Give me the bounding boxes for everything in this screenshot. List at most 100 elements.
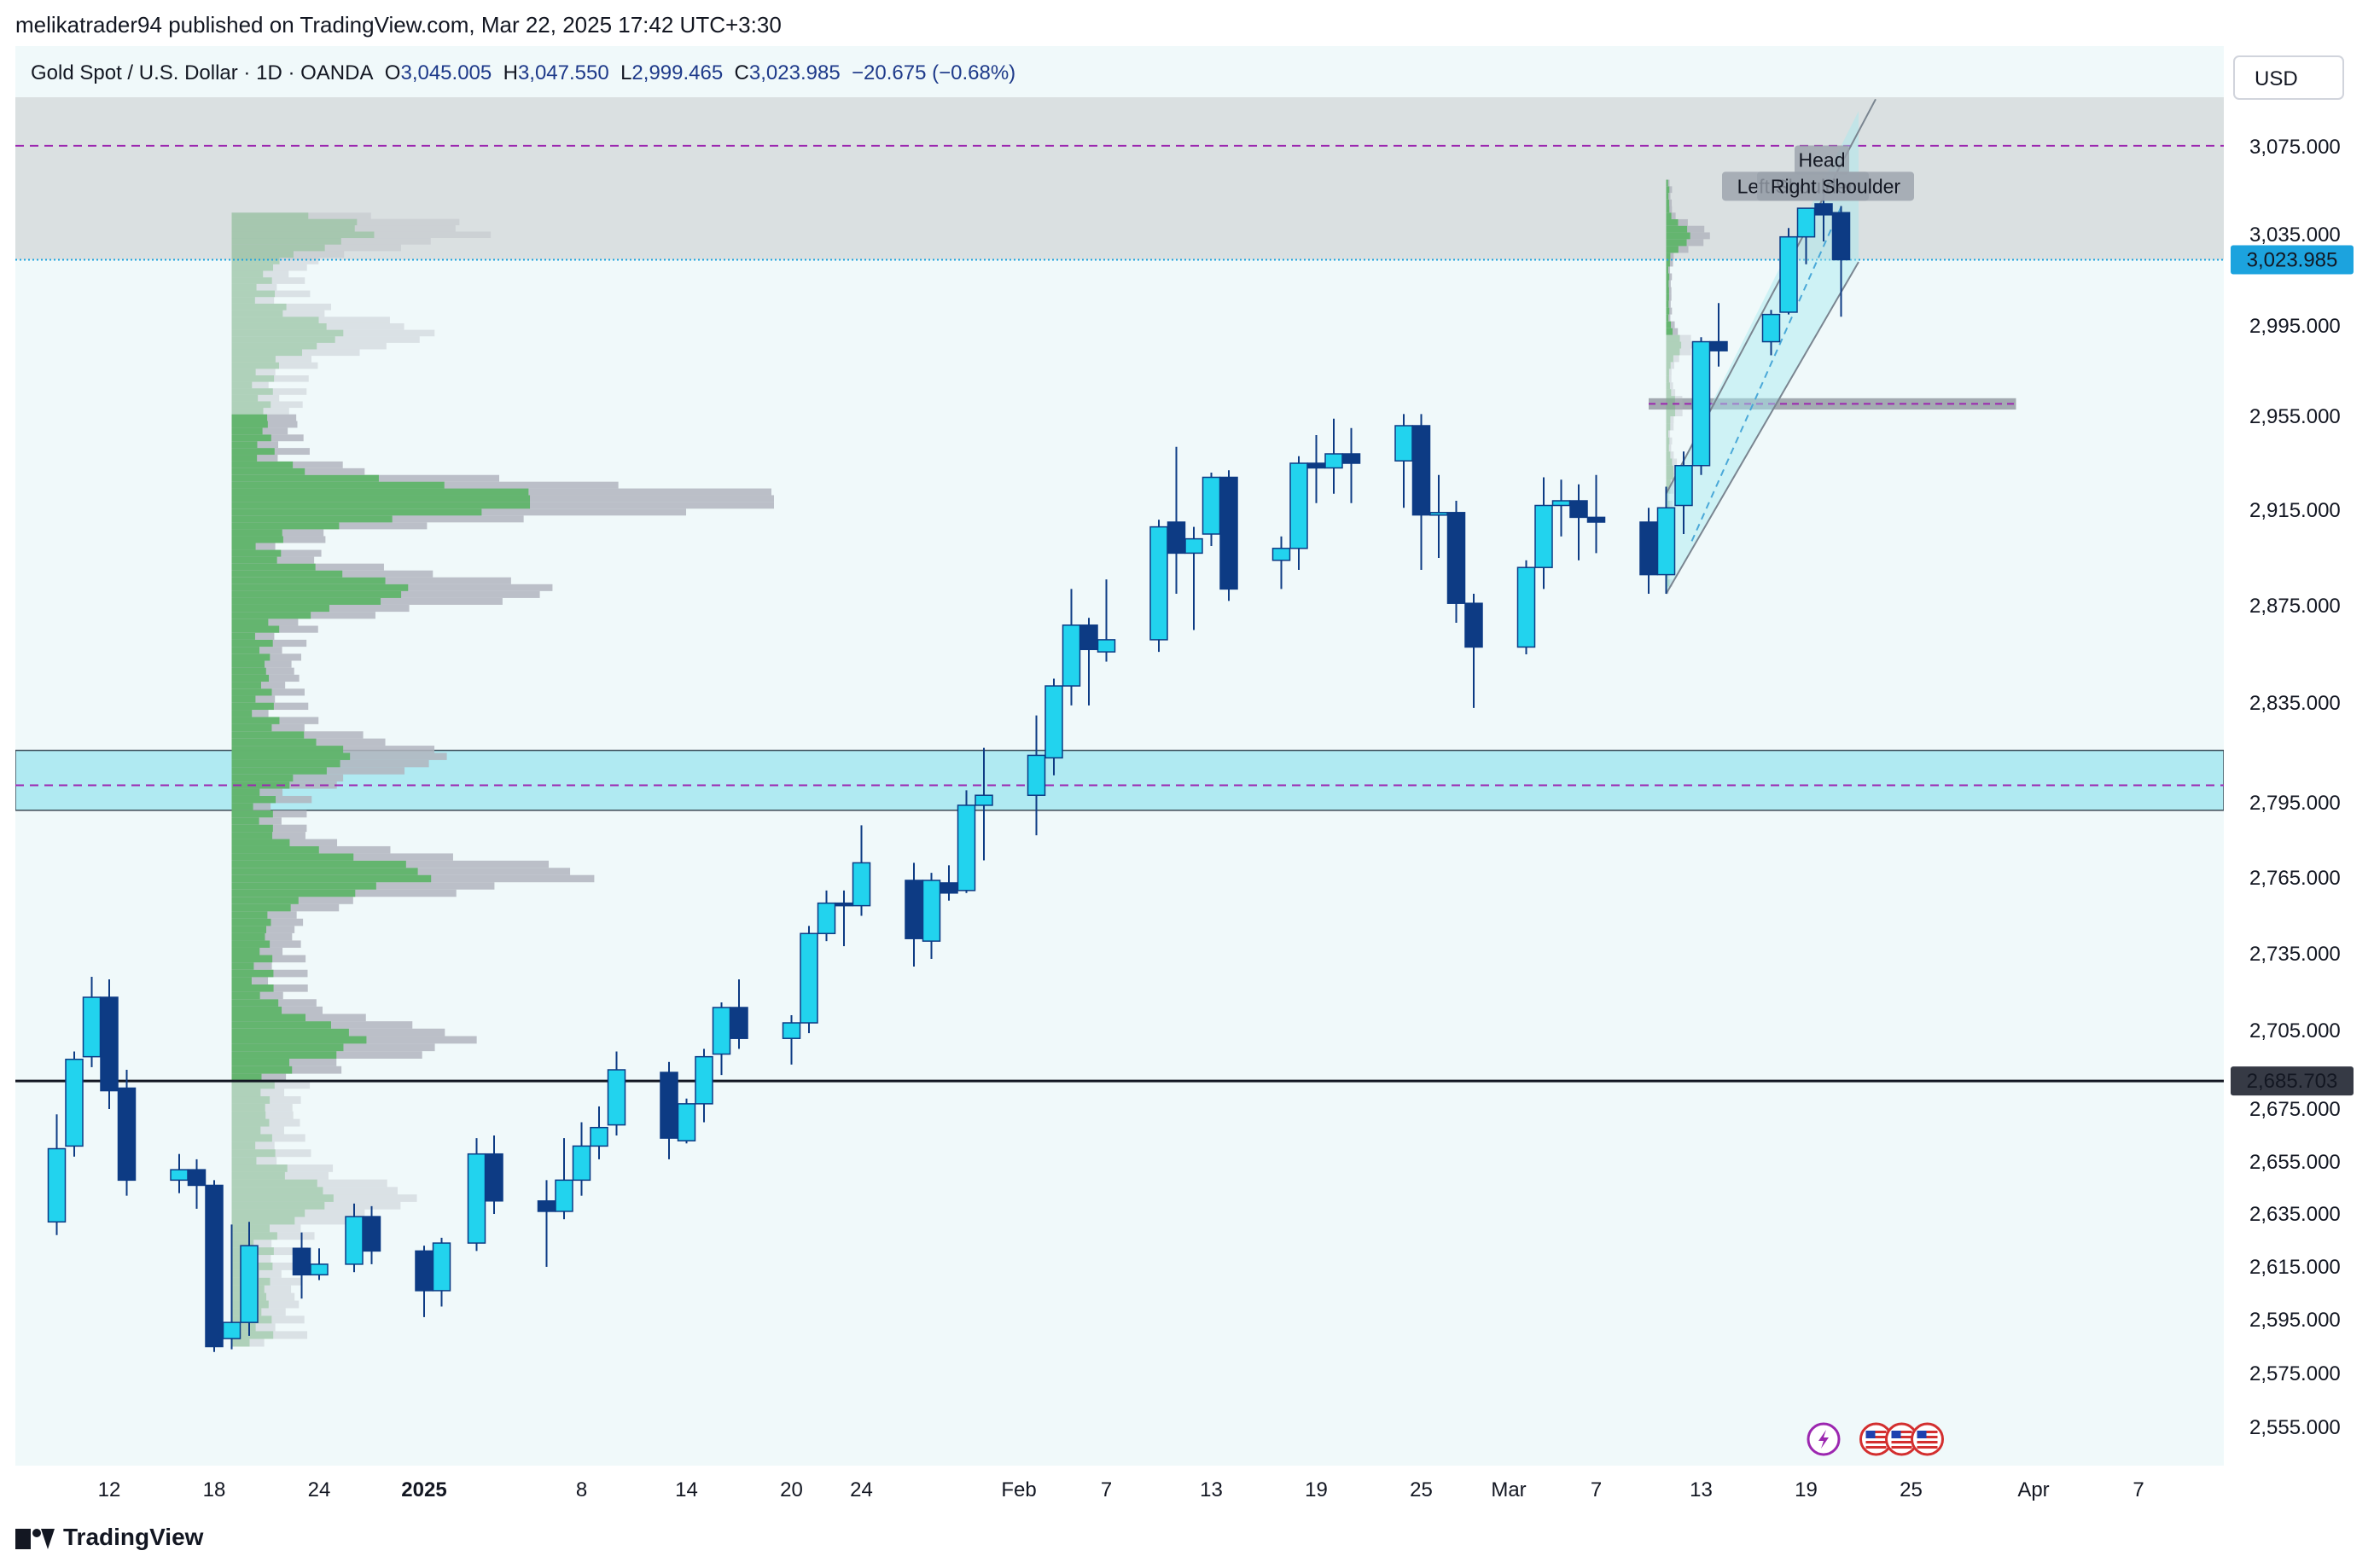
candle-2025-02-20[interactable] [1324, 453, 1343, 469]
volume-bar-green [231, 1323, 256, 1332]
candle-2025-02-12[interactable] [1184, 537, 1203, 555]
candle-2024-12-18[interactable] [205, 1184, 224, 1348]
price-tag-3,023.985[interactable] [2231, 245, 2354, 275]
candle-2024-12-16[interactable] [170, 1169, 189, 1182]
symbol-title[interactable]: Gold Spot / U.S. Dollar · 1D · OANDA [31, 61, 374, 84]
candle-2025-02-13[interactable] [1202, 476, 1221, 535]
candle-2025-01-07[interactable] [555, 1179, 573, 1212]
candle-2025-03-19[interactable] [1796, 207, 1816, 238]
candle-2025-01-14[interactable] [677, 1103, 696, 1141]
candle-2025-01-22[interactable] [817, 902, 836, 935]
candle-2024-12-09[interactable] [47, 1147, 67, 1223]
candle-2025-01-23[interactable] [835, 902, 853, 907]
right-shoulder-label[interactable]: Right Shoulder [1771, 175, 1900, 197]
candle-2025-01-27[interactable] [905, 880, 923, 939]
head-label[interactable]: Head [1799, 148, 1846, 171]
candle-2025-01-10[interactable] [607, 1069, 626, 1126]
candle-2025-03-11[interactable] [1656, 507, 1676, 576]
candle-2024-12-12[interactable] [100, 996, 119, 1092]
currency-button[interactable] [2233, 55, 2344, 100]
candle-2024-12-17[interactable] [187, 1169, 207, 1187]
channel-lower-line[interactable] [1665, 261, 1859, 595]
volume-bar-green [231, 731, 305, 739]
candle-2025-02-10[interactable] [1149, 526, 1168, 641]
candle-2024-12-31[interactable] [432, 1242, 451, 1292]
candle-2025-02-17[interactable] [1271, 548, 1291, 561]
volume-bar-gray [231, 270, 289, 278]
candle-2025-01-17[interactable] [730, 1007, 748, 1039]
candle-2025-01-30[interactable] [957, 804, 976, 891]
candle-2025-02-06[interactable] [1079, 624, 1098, 651]
candle-2025-03-03[interactable] [1516, 566, 1536, 648]
candle-2025-01-28[interactable] [922, 880, 941, 942]
candle-2025-01-09[interactable] [590, 1126, 608, 1147]
candle-2025-02-28[interactable] [1464, 602, 1483, 648]
tradingview-brand[interactable]: TradingView [15, 1524, 203, 1551]
candle-2025-03-14[interactable] [1709, 340, 1728, 351]
candle-2025-01-15[interactable] [695, 1055, 713, 1105]
candle-2025-01-29[interactable] [940, 882, 958, 894]
candle-2025-02-11[interactable] [1167, 521, 1186, 555]
candle-2025-01-16[interactable] [712, 1007, 731, 1055]
candle-2024-12-27[interactable] [362, 1216, 381, 1252]
volume-bar-green [1666, 314, 1669, 322]
candle-2024-12-13[interactable] [117, 1087, 137, 1182]
candle-2025-02-25[interactable] [1411, 425, 1431, 516]
candle-2025-02-27[interactable] [1446, 512, 1466, 604]
candle-2025-02-24[interactable] [1394, 425, 1413, 462]
volume-bar-green [231, 955, 273, 963]
candle-2024-12-11[interactable] [82, 996, 102, 1058]
us-flag-event-icon[interactable] [1911, 1422, 1944, 1456]
candle-2025-01-02[interactable] [467, 1153, 486, 1244]
candle-2025-01-08[interactable] [572, 1145, 591, 1182]
candle-2025-01-24[interactable] [852, 862, 871, 907]
volume-bar-green [231, 788, 260, 796]
candle-2025-03-12[interactable] [1674, 465, 1693, 507]
candle-2025-01-20[interactable] [782, 1022, 801, 1039]
currency-button-label[interactable]: USD [2255, 67, 2298, 90]
candle-2025-02-05[interactable] [1062, 624, 1081, 687]
time-tick-label: 19 [1795, 1478, 1818, 1501]
candle-2024-12-26[interactable] [345, 1216, 364, 1265]
candle-2025-03-10[interactable] [1639, 521, 1658, 576]
volume-bar-green [231, 238, 341, 245]
candle-2025-03-21[interactable] [1831, 212, 1851, 261]
us-flag-event-icon[interactable] [1859, 1422, 1893, 1456]
candle-2025-01-31[interactable] [975, 794, 993, 806]
candle-2025-01-21[interactable] [800, 932, 818, 1024]
candle-2025-02-18[interactable] [1289, 462, 1308, 549]
candle-2025-01-13[interactable] [660, 1071, 678, 1139]
candle-2025-03-07[interactable] [1586, 516, 1606, 523]
volume-bar-green [231, 1058, 290, 1066]
candle-2025-02-14[interactable] [1219, 476, 1238, 590]
candle-2025-01-06[interactable] [537, 1200, 556, 1212]
candle-2025-02-19[interactable] [1306, 462, 1326, 469]
candle-2025-01-03[interactable] [485, 1153, 503, 1202]
candle-2024-12-30[interactable] [415, 1250, 433, 1292]
volume-bar-green [231, 1073, 262, 1082]
candle-2025-03-06[interactable] [1569, 500, 1588, 519]
time-tick-label: 14 [675, 1478, 698, 1501]
volume-bar-green [1666, 287, 1669, 294]
candle-2024-12-23[interactable] [292, 1247, 311, 1276]
candle-2024-12-10[interactable] [65, 1058, 84, 1147]
candle-2024-12-20[interactable] [240, 1245, 259, 1323]
candle-2025-03-20[interactable] [1814, 203, 1833, 216]
candle-2024-12-19[interactable] [222, 1321, 241, 1339]
candle-2025-02-07[interactable] [1097, 639, 1116, 653]
candle-2025-02-21[interactable] [1341, 453, 1361, 464]
price-tag-2,685.703[interactable] [2231, 1066, 2354, 1096]
candle-2024-12-24[interactable] [310, 1263, 329, 1276]
volume-bar-gray [1666, 437, 1673, 444]
time-tick-label: 13 [1690, 1478, 1713, 1501]
candle-2025-03-13[interactable] [1691, 340, 1711, 467]
candle-2025-02-26[interactable] [1429, 512, 1448, 516]
candle-2025-02-03[interactable] [1027, 754, 1046, 796]
candle-2025-03-18[interactable] [1779, 235, 1798, 313]
candle-2025-03-05[interactable] [1551, 500, 1571, 507]
candle-2025-02-04[interactable] [1044, 685, 1063, 759]
candle-2025-03-17[interactable] [1761, 313, 1781, 343]
candle-2025-03-04[interactable] [1534, 504, 1553, 568]
